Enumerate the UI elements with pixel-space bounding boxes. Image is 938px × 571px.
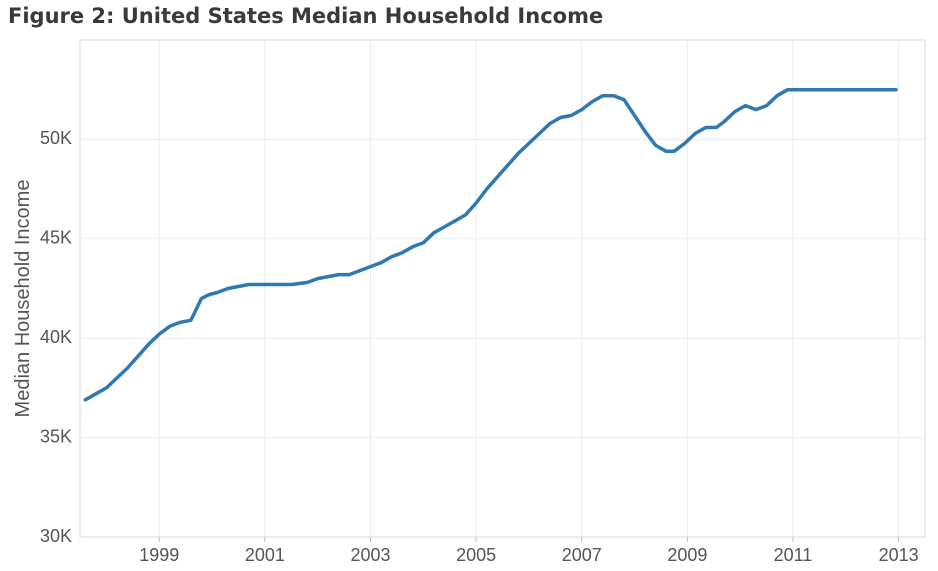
x-axis-ticks: 1999 2001 2003 2005 2007 2009 2011 2013 bbox=[139, 537, 919, 565]
series-layer bbox=[83, 87, 898, 402]
x-tick-label: 2013 bbox=[879, 545, 919, 565]
y-tick-label: 35K bbox=[40, 426, 72, 446]
x-tick-label: 2001 bbox=[245, 545, 285, 565]
x-tick-label: 2009 bbox=[667, 545, 707, 565]
figure-title: Figure 2: United States Median Household… bbox=[8, 4, 604, 28]
x-tick-label: 2011 bbox=[774, 545, 813, 565]
y-tick-label: 40K bbox=[40, 327, 72, 347]
y-tick-label: 50K bbox=[40, 128, 72, 148]
y-axis-title: Median Household Income bbox=[12, 180, 34, 418]
y-tick-label: 30K bbox=[40, 526, 72, 546]
y-tick-label: 45K bbox=[40, 228, 72, 248]
x-tick-label: 2007 bbox=[562, 545, 602, 565]
x-tick-label: 2005 bbox=[456, 545, 496, 565]
x-tick-label: 2003 bbox=[350, 545, 390, 565]
x-tick-label: 1999 bbox=[139, 545, 179, 565]
plot-area bbox=[79, 39, 926, 538]
grid-lines bbox=[80, 40, 925, 538]
y-axis-ticks: 30K 35K 40K 45K 50K bbox=[40, 128, 72, 546]
series-line bbox=[83, 87, 898, 402]
